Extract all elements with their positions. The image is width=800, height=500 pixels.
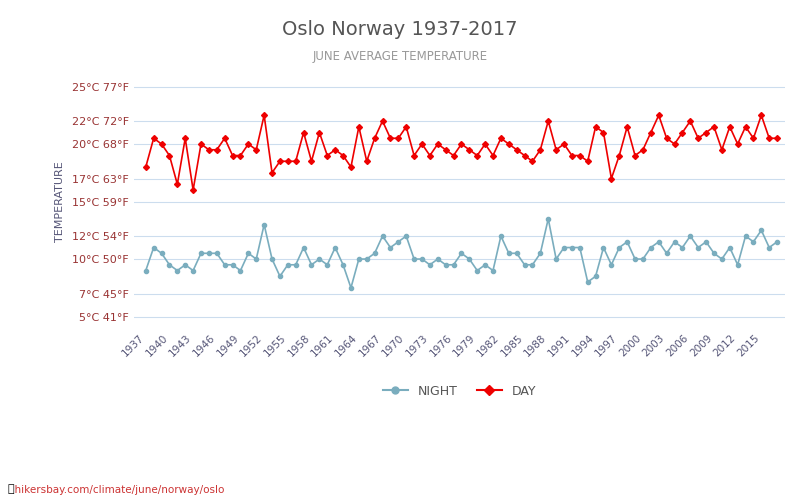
Text: 📍: 📍 xyxy=(8,484,14,494)
Text: JUNE AVERAGE TEMPERATURE: JUNE AVERAGE TEMPERATURE xyxy=(313,50,487,63)
Legend: NIGHT, DAY: NIGHT, DAY xyxy=(378,380,541,403)
Y-axis label: TEMPERATURE: TEMPERATURE xyxy=(55,161,65,242)
Text: hikersbay.com/climate/june/norway/oslo: hikersbay.com/climate/june/norway/oslo xyxy=(8,485,224,495)
Text: Oslo Norway 1937-2017: Oslo Norway 1937-2017 xyxy=(282,20,518,39)
